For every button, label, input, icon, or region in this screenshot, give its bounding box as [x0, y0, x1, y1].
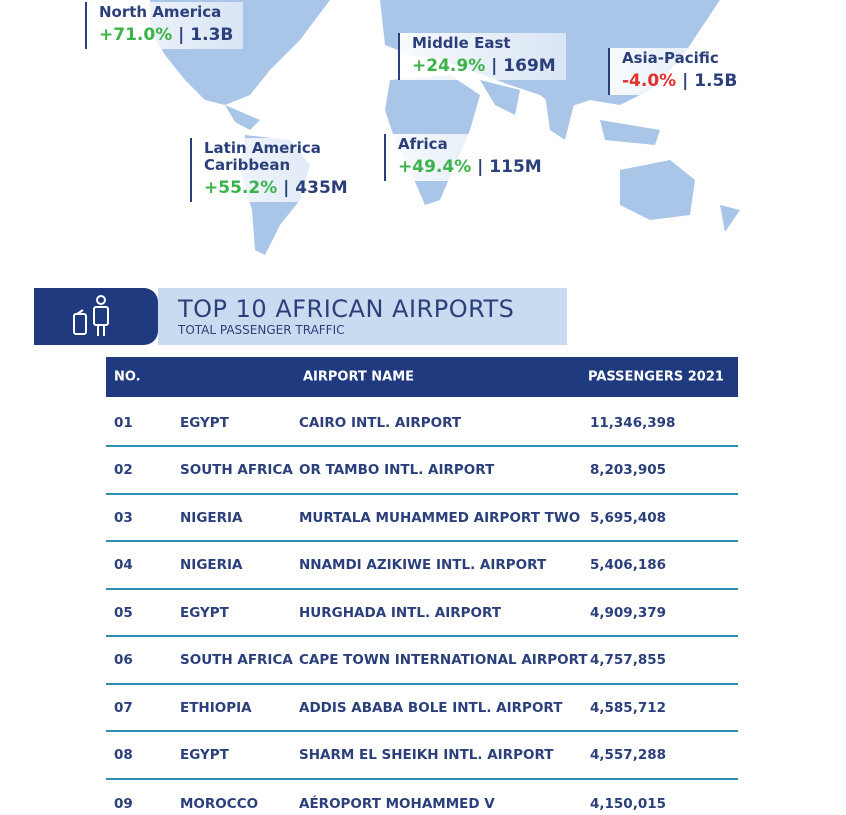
table-cell: EGYPT — [180, 414, 229, 431]
table-row: 05 EGYPT HURGHADA INTL. AIRPORT 4,909,379 — [106, 590, 738, 637]
table-cell: CAIRO INTL. AIRPORT — [299, 414, 462, 431]
region-name: Asia-Pacific — [622, 49, 719, 67]
table-cell: OR TAMBO INTL. AIRPORT — [299, 462, 495, 478]
table-cell: 11,346,398 — [590, 414, 676, 431]
region-stat: -4.0% | 1.5B — [622, 71, 737, 91]
region-change: +24.9% — [412, 56, 486, 76]
table-cell: 04 — [114, 557, 133, 573]
region-change: -4.0% — [622, 71, 677, 91]
table-cell: 05 — [114, 604, 133, 621]
table-cell: 8,203,905 — [590, 462, 667, 478]
table-cell: NIGERIA — [180, 557, 243, 573]
table-row: 08 EGYPT SHARM EL SHEIKH INTL. AIRPORT 4,55… — [106, 733, 738, 780]
region-volume: 435M — [295, 178, 348, 198]
table-cell: 06 — [114, 652, 133, 668]
table-cell: CAPE TOWN INTERNATIONAL AIRPORT — [299, 652, 588, 668]
region-volume: 1.5B — [694, 71, 738, 91]
region-volume: 115M — [489, 157, 542, 177]
region-change: +71.0% — [99, 25, 173, 45]
separator: | — [277, 178, 296, 198]
table-cell: ETHIOPIA — [180, 699, 252, 716]
table-cell: AÉROPORT MOHAMMED V — [299, 795, 495, 812]
table-cell: NIGERIA — [180, 509, 243, 526]
region-label: Latin America Caribbean +55.2% | 435M — [190, 138, 354, 202]
table-row: 06 SOUTH AFRICA CAPE TOWN INTERNATIONAL AI… — [106, 638, 738, 685]
table-cell: 09 — [114, 795, 133, 812]
table-cell: MOROCCO — [180, 795, 259, 812]
header-cell: AIRPORT NAME — [303, 369, 415, 385]
region-label: North America +71.0% | 1.3B — [85, 2, 244, 49]
region-label: Africa +49.4% | 115M — [384, 134, 552, 181]
traveler-icon — [73, 295, 109, 336]
table-cell: 03 — [114, 509, 133, 526]
header-cell: PASSENGERS 2021 — [588, 369, 724, 385]
banner — [158, 288, 567, 345]
region-volume: 1.3B — [190, 25, 234, 45]
table-cell: 4,757,855 — [590, 652, 667, 668]
region-stat: +49.4% | 115M — [398, 157, 542, 177]
region-label: Middle East +24.9% | 169M — [398, 33, 566, 80]
separator: | — [172, 25, 191, 45]
table-cell: 02 — [114, 462, 133, 478]
header-cell: NO. — [114, 369, 141, 385]
region-label: Asia-Pacific -4.0% | 1.5B — [608, 48, 748, 95]
region-name: Middle East — [412, 34, 511, 52]
region-change: +55.2% — [204, 178, 278, 198]
region-name: North America — [99, 3, 222, 21]
separator: | — [485, 56, 504, 76]
table-cell: 4,585,712 — [590, 699, 667, 716]
table-cell: 4,909,379 — [590, 604, 667, 621]
region-name: Latin America Caribbean — [204, 139, 321, 174]
table-cell: 4,150,015 — [590, 795, 667, 812]
table-cell: NNAMDI AZIKIWE INTL. AIRPORT — [299, 557, 547, 573]
table-cell: MURTALA MUHAMMED AIRPORT TWO — [299, 509, 581, 526]
banner-subtitle: TOTAL PASSENGER TRAFFIC — [178, 323, 345, 337]
table-row: 02 SOUTH AFRICA OR TAMBO INTL. AIRPORT 8,20… — [106, 448, 738, 495]
table-cell: HURGHADA INTL. AIRPORT — [299, 604, 502, 621]
separator: | — [676, 71, 695, 91]
banner-title: TOP 10 AFRICAN AIRPORTS — [178, 295, 515, 323]
table-row: 03 NIGERIA MURTALA MUHAMMED AIRPORT TWO 5,6… — [106, 495, 738, 542]
table-cell: EGYPT — [180, 747, 229, 763]
separator: | — [471, 157, 490, 177]
table-cell: SOUTH AFRICA — [180, 652, 293, 668]
region-stat: +55.2% | 435M — [204, 178, 348, 198]
table-header: NO. AIRPORT NAME PASSENGERS 2021 — [106, 357, 738, 397]
banner-icon-box — [34, 288, 158, 345]
region-name: Africa — [398, 135, 448, 153]
table-cell: ADDIS ABABA BOLE INTL. AIRPORT — [299, 699, 563, 716]
table-cell: 08 — [114, 747, 133, 763]
table-cell: SHARM EL SHEIKH INTL. AIRPORT — [299, 747, 554, 763]
region-stat: +71.0% | 1.3B — [99, 25, 233, 45]
table-row: 07 ETHIOPIA ADDIS ABABA BOLE INTL. AIRPORT… — [106, 685, 738, 732]
table-cell: 5,406,186 — [590, 557, 667, 573]
table-cell: SOUTH AFRICA — [180, 462, 293, 478]
region-change: +49.4% — [398, 157, 472, 177]
table-cell: 07 — [114, 699, 133, 716]
table-cell: EGYPT — [180, 604, 229, 621]
region-volume: 169M — [503, 56, 556, 76]
region-stat: +24.9% | 169M — [412, 56, 556, 76]
table-cell: 5,695,408 — [590, 509, 667, 526]
table-row: 01 EGYPT CAIRO INTL. AIRPORT 11,346,398 — [106, 400, 738, 447]
table-cell: 01 — [114, 414, 133, 431]
table-cell: 4,557,288 — [590, 747, 667, 763]
table-row: 09 MOROCCO AÉROPORT MOHAMMED V 4,150,015 — [106, 780, 738, 815]
table-row: 04 NIGERIA NNAMDI AZIKIWE INTL. AIRPORT 5,4… — [106, 543, 738, 590]
